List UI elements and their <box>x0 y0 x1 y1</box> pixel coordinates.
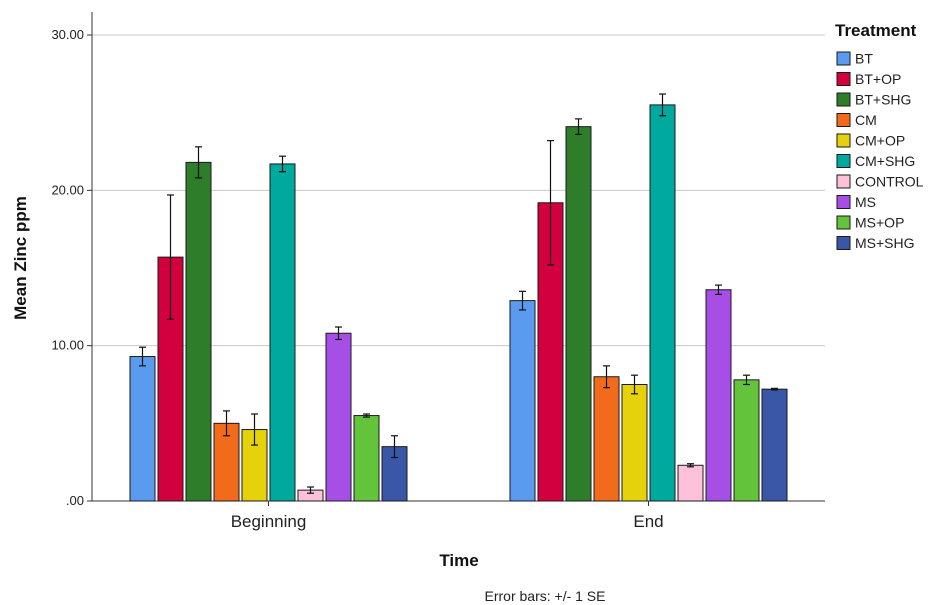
legend-items: BT BT+OP BT+SHG CM CM+OP CM+SHG CONTROL MS MS+OP… <box>836 51 924 251</box>
bar-bt-end <box>509 300 536 502</box>
legend-swatch-cm-op <box>836 133 851 148</box>
legend-label-cm-shg: CM+SHG <box>855 153 915 169</box>
legend-label-cm-op: CM+OP <box>855 133 905 149</box>
y-tick-labels: .00 10.00 20.00 30.00 <box>51 27 92 508</box>
bar-ms-op-beginning <box>353 415 380 502</box>
y-axis-title: Mean Zinc ppm <box>11 196 30 320</box>
legend-swatch-cm <box>836 113 851 127</box>
bar-ms-beginning <box>325 332 352 502</box>
x-tick-labels: Beginning End <box>231 501 664 531</box>
legend-swatch-ms-op <box>836 215 851 230</box>
legend-swatch-bt-shg <box>836 92 851 107</box>
legend-label-ms-op: MS+OP <box>855 215 904 231</box>
y-tick-label: 10.00 <box>51 338 84 353</box>
legend: Treatment BT BT+OP BT+SHG CM CM+OP CM+SHG CONT… <box>835 21 924 251</box>
x-tick-label-beginning: Beginning <box>231 512 307 531</box>
legend-swatch-cm-shg <box>836 154 851 168</box>
y-tick-label: 20.00 <box>51 182 84 197</box>
y-tick-label: 30.00 <box>51 27 84 42</box>
legend-label-ms-shg: MS+SHG <box>855 235 915 251</box>
bar-cm-shg-beginning <box>269 163 296 502</box>
bar-bt-shg-beginning <box>185 161 212 502</box>
gridlines <box>92 34 825 347</box>
y-tick-label: .00 <box>66 493 84 508</box>
legend-swatch-bt <box>836 51 851 66</box>
bar-cm-shg-end <box>649 104 676 502</box>
bar-cm-op-end <box>621 384 648 502</box>
legend-swatch-control <box>836 174 851 189</box>
legend-label-cm: CM <box>855 112 877 128</box>
legend-swatch-bt-op <box>836 72 851 86</box>
bar-bt-beginning <box>129 356 156 502</box>
bar-ms-op-end <box>733 379 760 502</box>
x-axis-title: Time <box>439 551 478 570</box>
legend-label-bt-shg: BT+SHG <box>855 92 911 108</box>
bar-ms-shg-end <box>761 388 788 502</box>
legend-label-bt: BT <box>855 51 873 67</box>
bars <box>129 104 788 502</box>
legend-swatch-ms-shg <box>836 236 851 250</box>
legend-label-control: CONTROL <box>855 174 924 190</box>
bar-bt-shg-end <box>565 126 592 502</box>
bar-ms-end <box>705 289 732 502</box>
bar-control-end <box>677 464 704 502</box>
footnote: Error bars: +/- 1 SE <box>485 588 606 604</box>
legend-title: Treatment <box>835 21 917 40</box>
error-bars <box>139 93 778 494</box>
bar-cm-end <box>593 376 620 502</box>
legend-label-ms: MS <box>855 194 876 210</box>
legend-swatch-ms <box>836 195 851 209</box>
legend-label-bt-op: BT+OP <box>855 71 901 87</box>
x-tick-label-end: End <box>633 512 663 531</box>
